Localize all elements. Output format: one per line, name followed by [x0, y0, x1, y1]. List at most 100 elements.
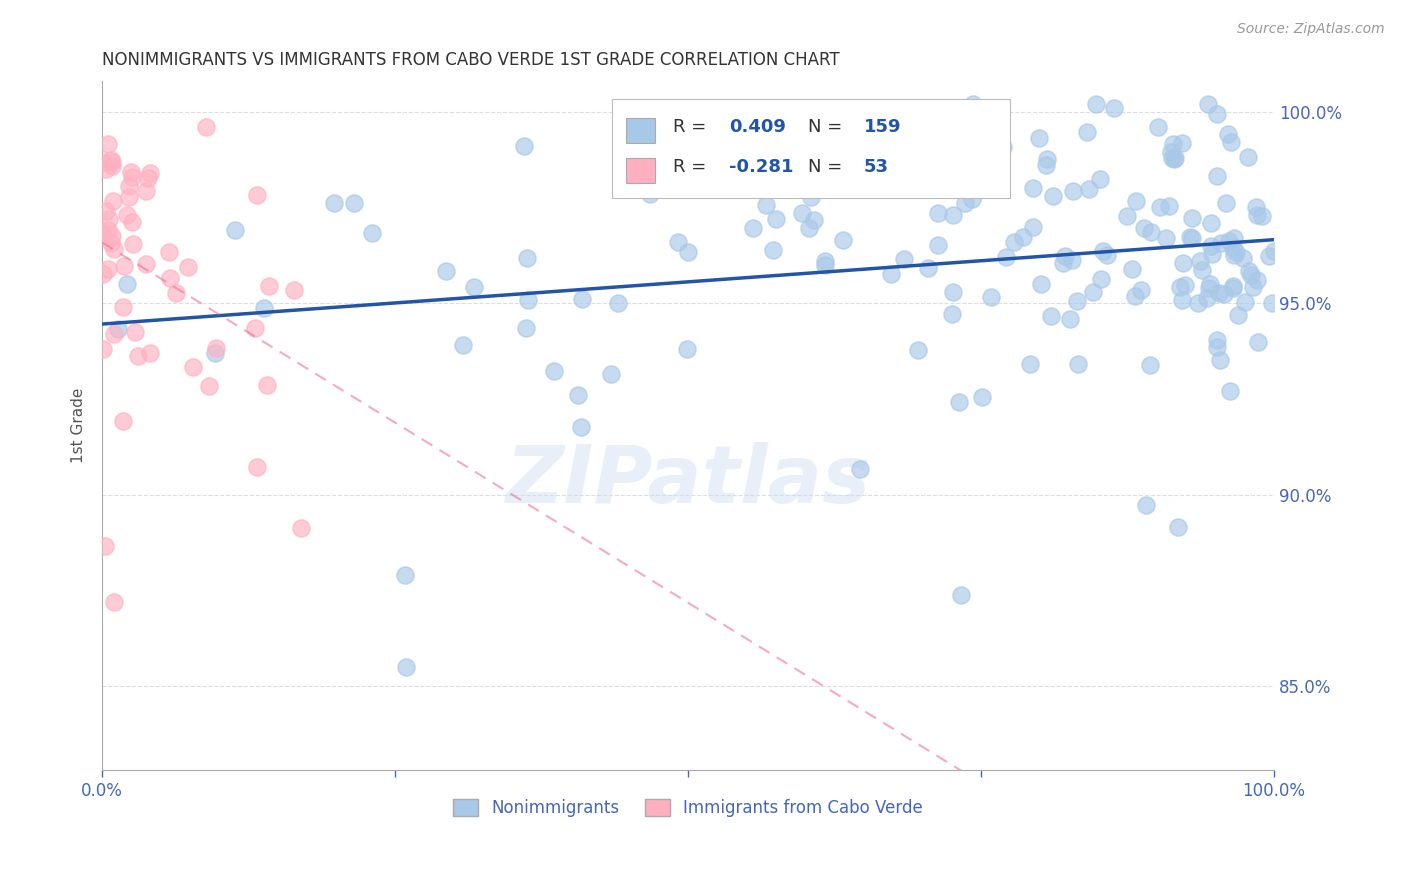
Point	[831, 233, 853, 247]
Point	[513, 139, 536, 153]
Point	[96, 204, 118, 219]
Point	[1205, 107, 1227, 121]
Point	[1174, 278, 1197, 293]
Point	[91, 228, 114, 243]
Point	[91, 225, 114, 239]
Point	[1133, 220, 1156, 235]
Point	[283, 284, 305, 298]
Point	[571, 292, 593, 306]
Point	[543, 364, 565, 378]
Point	[157, 245, 180, 260]
Point	[1170, 293, 1192, 308]
Point	[567, 388, 589, 402]
Point	[360, 227, 382, 241]
Legend: Nonimmigrants, Immigrants from Cabo Verde: Nonimmigrants, Immigrants from Cabo Verd…	[447, 792, 929, 823]
Point	[112, 259, 135, 273]
Point	[942, 285, 965, 299]
Point	[323, 196, 346, 211]
Y-axis label: 1st Grade: 1st Grade	[72, 388, 86, 463]
Text: R =: R =	[673, 159, 711, 177]
Point	[97, 223, 120, 237]
Point	[1250, 209, 1272, 223]
Point	[1076, 124, 1098, 138]
Text: N =: N =	[807, 159, 848, 177]
Point	[1225, 244, 1247, 259]
Point	[343, 195, 366, 210]
Point	[797, 221, 820, 235]
Point	[246, 460, 269, 475]
Text: N =: N =	[807, 119, 848, 136]
Point	[1213, 286, 1236, 301]
Point	[256, 377, 278, 392]
Point	[198, 379, 221, 393]
Point	[917, 261, 939, 276]
Point	[1116, 209, 1139, 223]
Point	[1211, 236, 1233, 251]
Point	[1199, 277, 1222, 291]
Point	[1042, 189, 1064, 203]
Point	[517, 293, 540, 307]
Point	[1181, 211, 1204, 225]
Point	[101, 229, 124, 244]
Point	[100, 153, 122, 167]
Point	[124, 325, 146, 339]
Point	[93, 342, 115, 356]
Point	[1161, 136, 1184, 151]
Point	[1035, 158, 1057, 172]
Point	[1040, 309, 1063, 323]
Point	[1206, 169, 1229, 184]
Point	[112, 300, 135, 314]
Point	[790, 206, 813, 220]
Point	[1167, 520, 1189, 534]
Point	[91, 267, 114, 281]
Point	[1085, 97, 1108, 112]
Point	[94, 161, 117, 176]
Point	[204, 346, 226, 360]
Point	[1197, 97, 1219, 112]
Point	[1257, 249, 1279, 263]
Point	[1067, 357, 1090, 371]
Point	[394, 568, 416, 582]
Point	[257, 279, 280, 293]
Point	[1263, 244, 1285, 258]
Point	[970, 390, 993, 404]
Point	[1130, 283, 1153, 297]
Point	[1222, 280, 1244, 294]
Point	[980, 290, 1002, 304]
Point	[678, 244, 700, 259]
Point	[1219, 135, 1241, 149]
Point	[97, 261, 120, 276]
Point	[204, 341, 226, 355]
Point	[101, 194, 124, 208]
Text: 53: 53	[863, 159, 889, 177]
Point	[100, 236, 122, 251]
Point	[948, 394, 970, 409]
Point	[1123, 289, 1146, 303]
Point	[1054, 250, 1077, 264]
Point	[742, 220, 765, 235]
Point	[1246, 208, 1268, 222]
Point	[181, 360, 204, 375]
Point	[1191, 263, 1213, 277]
Point	[607, 295, 630, 310]
Point	[97, 137, 120, 152]
Point	[224, 222, 246, 236]
Point	[121, 236, 143, 251]
Point	[135, 184, 157, 198]
Point	[814, 254, 837, 268]
Point	[1261, 296, 1284, 310]
Point	[813, 258, 835, 272]
Point	[1187, 296, 1209, 310]
Point	[1139, 358, 1161, 372]
Point	[1178, 230, 1201, 244]
Text: ZIPatlas: ZIPatlas	[506, 442, 870, 520]
Point	[1226, 308, 1249, 322]
Point	[638, 187, 661, 202]
Text: 0.409: 0.409	[730, 119, 786, 136]
Point	[1237, 264, 1260, 278]
Point	[118, 190, 141, 204]
Point	[907, 343, 929, 357]
Point	[1241, 279, 1264, 293]
Point	[1215, 195, 1237, 210]
Point	[1139, 226, 1161, 240]
